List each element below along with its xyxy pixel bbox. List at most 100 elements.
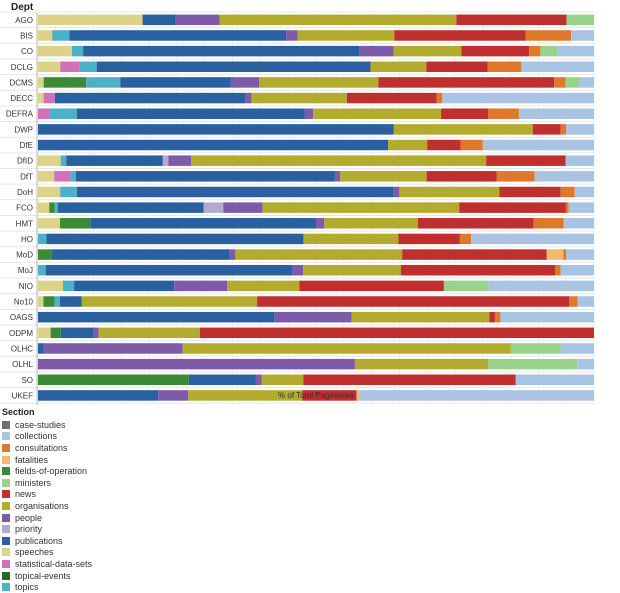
bar-segment-fatalities [356, 390, 360, 401]
legend: Section case-studies collections consultat… [2, 407, 92, 593]
bar-segment-collections [574, 186, 594, 198]
bar-segment-people [286, 30, 298, 41]
bar-segment-topics [79, 61, 97, 73]
bar-segment-news [402, 249, 547, 260]
bar-segment-news [456, 14, 567, 26]
bar-segment-publications [38, 139, 389, 151]
bar-segment-organisations [191, 155, 487, 166]
bar-segment-organisations [251, 92, 347, 104]
bar-segment-organisations [303, 264, 401, 276]
bar-segment-collections [359, 390, 594, 401]
dept-label: MoD [16, 251, 33, 260]
bar-segment-organisations [98, 327, 200, 339]
bar-segment-news [398, 233, 460, 245]
bar-segment-organisations [324, 218, 418, 229]
dept-label: DfE [20, 141, 33, 150]
legend-label: topical-events [15, 570, 71, 581]
bar-segment-collections [563, 218, 594, 229]
bar-segment-topics [54, 296, 60, 307]
bar-segment-people [359, 45, 394, 57]
bar-segment-organisations [313, 108, 442, 119]
dept-label: UKEF [12, 391, 33, 400]
bar-segment-organisations [259, 77, 379, 88]
legend-item-speeches: speeches [2, 547, 92, 559]
dept-labels: AGO BIS CO DCLG DCMS DECC DEFRA DWP DfE DfID DfT Do… [6, 16, 34, 401]
bar-segment-collections [565, 155, 594, 166]
bar-segment-news [427, 139, 461, 151]
dept-label: FCO [16, 204, 33, 213]
legend-item-organisations: organisations [2, 500, 92, 512]
bar-segment-consultations [436, 92, 443, 104]
bar-segment-topics [49, 108, 77, 119]
bar-segment-consultations [533, 218, 564, 229]
bar-segment-publications [60, 327, 94, 339]
dept-label: BIS [20, 31, 33, 40]
legend-item-consultations: consultations [2, 442, 92, 454]
bar-segment-people [175, 14, 220, 26]
bars [38, 14, 594, 401]
bar-segment-people [334, 171, 341, 182]
legend-swatch [2, 525, 10, 534]
bar-segment-consultations [563, 249, 567, 260]
bar-segment-topics [52, 30, 70, 41]
bar-segment-consultations [460, 139, 483, 151]
legend-label: consultations [15, 442, 68, 453]
bar-segment-publications [120, 77, 231, 88]
bar-segment-collections [566, 249, 594, 260]
bar-segment-collections [471, 233, 594, 245]
bar-segment-organisations [188, 390, 303, 401]
bar-segment-speeches [38, 186, 61, 198]
bar-segment-ministers [443, 280, 489, 292]
bar-segment-fields-of-operation [43, 296, 55, 307]
bar-segment-organisations [354, 358, 489, 370]
bar-segment-news [426, 171, 497, 182]
bar-segment-collections [442, 92, 594, 104]
bar-segment-organisations [399, 186, 500, 198]
bar-segment-news [459, 202, 566, 213]
legend-label: fields-of-operation [15, 466, 88, 477]
bar-segment-publications [57, 202, 204, 213]
bar-segment-people [38, 358, 355, 370]
bar-segment-collections [577, 358, 594, 370]
legend-swatch [2, 420, 10, 429]
bar-segment-consultations [554, 77, 566, 88]
bar-segment-publications [38, 311, 275, 323]
bar-segment-publications [38, 390, 159, 401]
bar-segment-statistical-data-sets [43, 92, 55, 104]
legend-item-ministers: ministers [2, 477, 92, 489]
dept-label: DECC [10, 94, 33, 103]
bar-segment-speeches [38, 61, 61, 73]
bar-segment-topics [71, 45, 84, 57]
bar-segment-fields-of-operation [38, 374, 189, 386]
dept-label: OAGS [10, 313, 33, 322]
bar-segment-news [417, 218, 534, 229]
bar-segment-collections [577, 296, 594, 307]
bar-segment-consultations [488, 108, 519, 119]
bar-segment-statistical-data-sets [38, 108, 50, 119]
legend-swatch [2, 467, 10, 476]
bar-segment-statistical-data-sets [60, 61, 80, 73]
bar-segment-organisations [351, 311, 490, 323]
bar-segment-people [158, 390, 189, 401]
bar-segment-publications [54, 92, 246, 104]
bar-segment-news [441, 108, 489, 119]
bar-segment-publications [83, 45, 360, 57]
bar-segment-consultations [555, 264, 561, 276]
bar-segment-topics [38, 264, 46, 276]
legend-label: statistical-data-sets [15, 558, 93, 569]
dept-label: CO [21, 47, 33, 56]
legend-swatch [2, 443, 10, 452]
legend-label: people [15, 512, 43, 523]
bar-segment-consultations [494, 311, 501, 323]
bar-segment-publications [38, 343, 44, 354]
legend-swatch [2, 455, 10, 464]
legend-title: Section [2, 407, 35, 417]
bar-segment-people [43, 343, 183, 354]
legend-item-publications: publications [2, 535, 92, 547]
dept-label: No10 [14, 298, 34, 307]
bar-segment-organisations [182, 343, 511, 354]
bar-segment-topics [38, 233, 47, 245]
bar-segment-consultations [529, 45, 541, 57]
bar-segment-publications [74, 280, 175, 292]
legend-items: case-studies collections consultations fata… [2, 419, 92, 593]
